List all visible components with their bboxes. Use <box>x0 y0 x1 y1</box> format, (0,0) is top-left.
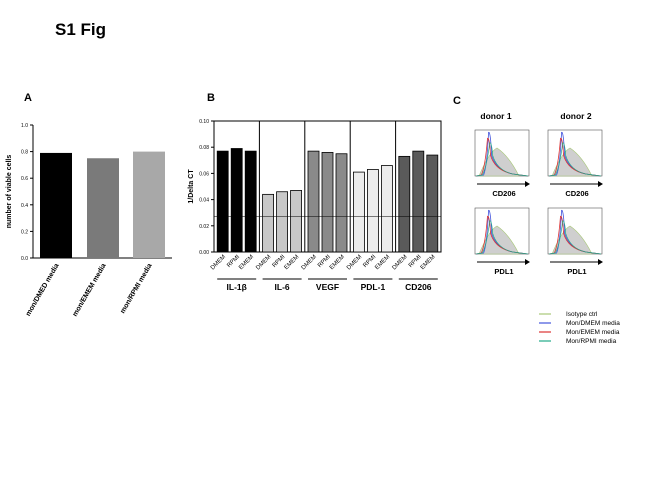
c-arrow-head <box>525 181 530 187</box>
c-legend-label: Mon/EMEM media <box>566 329 620 336</box>
c-legend-label: Mon/DMEM media <box>566 320 620 327</box>
a-x-tick-label: mon/EMEM media <box>72 262 108 317</box>
c-isotype-fill <box>551 225 593 255</box>
c-arrow-head <box>598 259 603 265</box>
chart-a: 0.0 0.2 0.4 0.6 0.8 1.0 number of viable cells… <box>6 123 172 318</box>
b-bar <box>321 152 334 253</box>
b-group-label: IL-1β <box>227 282 247 292</box>
b-x-tick-label: EMEM <box>374 254 391 271</box>
c-rpmi-curve <box>548 220 602 255</box>
b-y-tick-label: 0.08 <box>199 145 209 151</box>
c-marker-label: PDL1 <box>494 267 513 276</box>
c-column-title: donor 2 <box>560 111 591 121</box>
chart-c: donor 1 donor 2 CD206 CD206 PDL1 PDL1 Isotype … <box>474 111 620 345</box>
c-legend-label: Mon/RPMI media <box>566 338 617 345</box>
b-bar <box>244 150 257 253</box>
c-legend-label: Isotype ctrl <box>566 311 598 318</box>
b-group-label: VEGF <box>316 282 339 292</box>
c-arrow-head <box>525 259 530 265</box>
c-emem-curve <box>475 137 529 177</box>
b-x-tick-label: EMEM <box>238 254 255 271</box>
b-bar <box>216 150 229 253</box>
a-bar <box>40 152 72 258</box>
b-bar <box>230 148 243 253</box>
a-y-tick-label: 1.0 <box>21 123 28 129</box>
b-bar <box>366 169 379 253</box>
b-group-label: IL-6 <box>275 282 290 292</box>
b-x-tick-label: DMEM <box>392 254 409 271</box>
a-y-axis-title: number of viable cells <box>6 155 13 229</box>
panel-c-label: C <box>453 95 461 107</box>
c-rpmi-curve <box>475 142 529 177</box>
c-marker-label: CD206 <box>565 189 588 198</box>
c-isotype-fill <box>551 147 593 177</box>
b-x-tick-label: EMEM <box>420 254 437 271</box>
c-isotype-fill <box>478 225 520 255</box>
c-emem-curve <box>548 137 602 177</box>
b-y-tick-label: 0.06 <box>199 171 209 177</box>
b-bar <box>412 150 425 253</box>
c-emem-curve <box>548 215 602 255</box>
c-emem-curve <box>475 215 529 255</box>
b-y-tick-label: 0.00 <box>199 250 209 256</box>
panel-a-label: A <box>24 92 32 104</box>
b-bar <box>307 150 320 253</box>
a-y-tick-label: 0.2 <box>21 229 28 235</box>
b-y-tick-label: 0.02 <box>199 224 209 230</box>
a-y-tick-label: 0.4 <box>21 203 28 209</box>
b-x-tick-label: EMEM <box>329 254 346 271</box>
b-bar <box>380 165 393 253</box>
a-y-tick-label: 0.6 <box>21 176 28 182</box>
a-y-tick-label: 0.8 <box>21 150 28 156</box>
b-bar <box>426 154 439 253</box>
b-x-tick-label: DMEM <box>346 254 363 271</box>
b-group-label: PDL-1 <box>361 282 386 292</box>
a-x-tick-label: mon/RPMI media <box>119 262 153 314</box>
c-column-title: donor 1 <box>480 111 511 121</box>
b-bar <box>276 191 289 253</box>
a-x-tick-label: mon/DMED media <box>25 262 61 317</box>
b-x-tick-label: DMEM <box>255 254 272 271</box>
c-arrow-head <box>598 181 603 187</box>
c-marker-label: PDL1 <box>567 267 586 276</box>
c-rpmi-curve <box>475 220 529 255</box>
a-bar <box>87 158 119 258</box>
b-bar <box>352 171 365 253</box>
b-y-axis-title: 1/Delta CT <box>188 169 195 204</box>
b-bar <box>290 190 303 253</box>
a-y-tick-label: 0.0 <box>21 256 28 262</box>
b-bar <box>335 153 348 253</box>
b-bar <box>262 193 275 253</box>
a-bar <box>133 151 165 258</box>
b-y-tick-label: 0.04 <box>199 198 209 204</box>
panel-b-label: B <box>207 92 215 104</box>
b-bar <box>398 155 411 253</box>
b-x-tick-label: DMEM <box>301 254 318 271</box>
b-x-tick-label: EMEM <box>284 254 301 271</box>
b-x-tick-label: DMEM <box>210 254 227 271</box>
c-rpmi-curve <box>548 142 602 177</box>
c-isotype-fill <box>478 147 520 177</box>
b-y-tick-label: 0.10 <box>199 119 209 125</box>
figure-title: S1 Fig <box>55 20 106 39</box>
b-group-label: CD206 <box>405 282 432 292</box>
c-marker-label: CD206 <box>492 189 515 198</box>
